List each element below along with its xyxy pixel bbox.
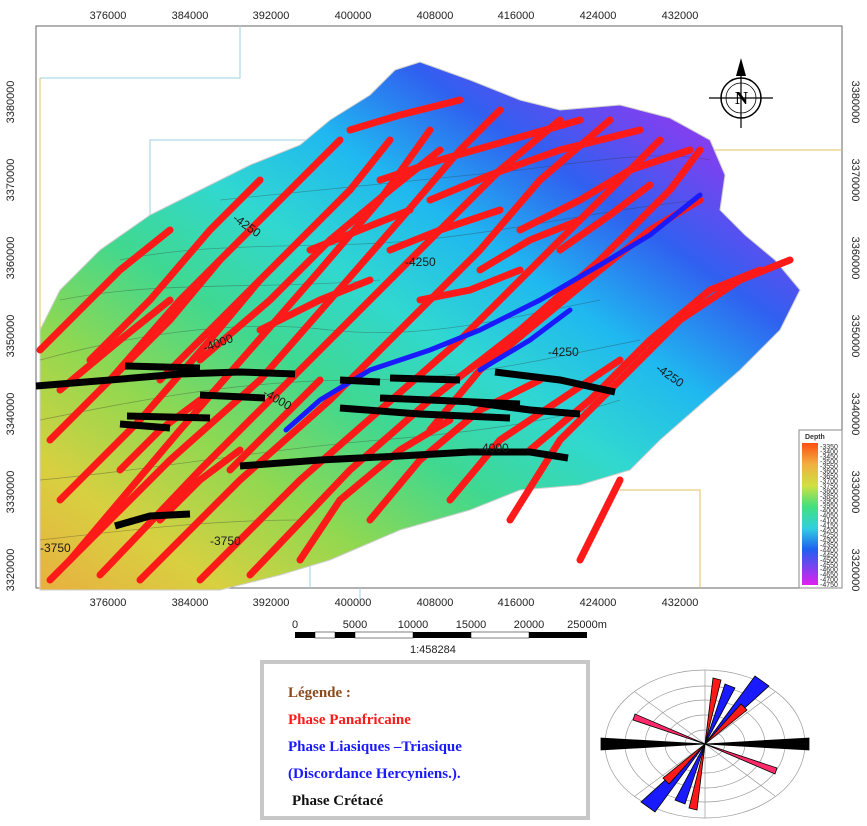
y-tick-label-left: 3370000 — [5, 159, 17, 202]
depth-legend-value: -3900 — [820, 498, 838, 505]
rose-petal-panafricaine — [704, 743, 778, 775]
x-tick-label-bottom: 384000 — [172, 597, 209, 609]
liasique-faults — [283, 192, 703, 433]
rose-petal-cretace — [600, 737, 706, 751]
x-tick-label-top: 376000 — [90, 10, 127, 22]
legend-liasique: Phase Liasiques –Triasique — [288, 739, 462, 755]
rose-petal-cretace — [704, 737, 810, 751]
depth-legend-value: -4600 — [820, 567, 838, 574]
depth-color-ramp — [802, 443, 818, 585]
scale-label: 15000 — [456, 619, 487, 631]
depth-legend-value: -3750 — [820, 483, 838, 490]
x-tick-label-bottom: 376000 — [90, 597, 127, 609]
structural-map: -4250 -4000 -3750 -4250 -4250 -4250 -400… — [5, 10, 861, 656]
y-tick-label-left: 3360000 — [5, 237, 17, 280]
contour-label: -4250 — [548, 345, 579, 359]
depth-legend-value: -3800 — [820, 488, 838, 495]
depth-legend-value: -3450 — [820, 454, 838, 461]
depth-legend-value: -3650 — [820, 474, 838, 481]
depth-legend-value: -4250 — [820, 533, 838, 540]
scale-bar: 0 5000 10000 15000 20000 25000m 1:458284 — [292, 619, 607, 656]
scale-label: 0 — [292, 619, 298, 631]
rose-petal-panafricaine — [662, 743, 706, 785]
depth-legend-value: -4300 — [820, 538, 838, 545]
y-tick-label-right: 3340000 — [849, 393, 861, 436]
y-tick-label-right: 3380000 — [849, 81, 861, 124]
depth-legend-value: -4450 — [820, 552, 838, 559]
depth-legend-value: -3350 — [820, 444, 838, 451]
y-tick-label-right: 3320000 — [849, 549, 861, 592]
depth-legend-value: -4700 — [820, 577, 838, 584]
depth-legend-value: -4150 — [820, 523, 838, 530]
scale-label: 25000m — [567, 619, 607, 631]
rose-petal-panafricaine — [688, 743, 706, 811]
north-letter: N — [735, 88, 748, 108]
depth-legend-value: -3400 — [820, 449, 838, 456]
x-tick-label-top: 392000 — [253, 10, 290, 22]
legend-cretace: Phase Crétacé — [292, 793, 384, 809]
x-tick-label-bottom: 432000 — [662, 597, 699, 609]
rose-petal-panafricaine — [632, 713, 706, 745]
depth-legend-value: -4750 — [820, 582, 838, 589]
depth-legend-title: Depth — [805, 434, 825, 441]
legend-title: Légende : — [288, 685, 351, 701]
y-tick-label-left: 3380000 — [5, 81, 17, 124]
scale-ratio: 1:458284 — [410, 644, 456, 656]
depth-legend-value: -3500 — [820, 459, 838, 466]
depth-legend-value: -4000 — [820, 508, 838, 515]
x-tick-label-top: 432000 — [662, 10, 699, 22]
depth-legend-value: -4400 — [820, 548, 838, 555]
legend-liasique-note: (Discordance Hercyniens.). — [288, 766, 461, 782]
scale-label: 5000 — [343, 619, 367, 631]
rose-petal-panafricaine — [704, 703, 748, 745]
x-tick-label-top: 424000 — [580, 10, 617, 22]
x-tick-label-bottom: 424000 — [580, 597, 617, 609]
depth-legend-value: -3950 — [820, 503, 838, 510]
rose-petal-liasique — [674, 743, 706, 805]
x-tick-label-top: 416000 — [498, 10, 535, 22]
x-tick-label-bottom: 392000 — [253, 597, 290, 609]
x-tick-label-top: 400000 — [335, 10, 372, 22]
x-tick-label-bottom: 400000 — [335, 597, 372, 609]
x-tick-label-bottom: 416000 — [498, 597, 535, 609]
depth-legend-value: -3600 — [820, 469, 838, 476]
contour-label: -4000 — [478, 441, 509, 455]
y-tick-label-right: 3370000 — [849, 159, 861, 202]
depth-legend-value: -4550 — [820, 562, 838, 569]
rose-petal-liasique — [704, 683, 736, 745]
contour-label: -3750 — [210, 534, 241, 548]
depth-legend-value: -3550 — [820, 464, 838, 471]
y-tick-label-left: 3350000 — [5, 315, 17, 358]
depth-legend: Depth -3350-3400-3450-3500-3550-3600-365… — [798, 429, 843, 589]
scale-label: 10000 — [398, 619, 429, 631]
rose-petal-panafricaine — [704, 677, 722, 745]
depth-legend-value: -3700 — [820, 479, 838, 486]
y-tick-label-right: 3330000 — [849, 471, 861, 514]
depth-legend-value: -4100 — [820, 518, 838, 525]
depth-legend-value: -4350 — [820, 543, 838, 550]
depth-legend-value: -4500 — [820, 557, 838, 564]
cretace-faults — [35, 362, 616, 530]
x-tick-label-top: 384000 — [172, 10, 209, 22]
depth-legend-value: -4200 — [820, 528, 838, 535]
legend-box: Légende : Phase Panafricaine Phase Liasi… — [260, 660, 590, 820]
depth-legend-value: -3850 — [820, 493, 838, 500]
y-tick-label-right: 3350000 — [849, 315, 861, 358]
scale-label: 20000 — [514, 619, 545, 631]
depth-legend-value: -4650 — [820, 572, 838, 579]
y-tick-label-left: 3320000 — [5, 549, 17, 592]
rose-diagram — [596, 666, 814, 822]
y-tick-label-right: 3360000 — [849, 237, 861, 280]
compass-north-arrow-icon: N — [709, 58, 773, 128]
contour-label: -3750 — [40, 541, 71, 555]
depth-legend-value: -4050 — [820, 513, 838, 520]
legend-panafricaine: Phase Panafricaine — [288, 712, 411, 728]
y-tick-label-left: 3340000 — [5, 393, 17, 436]
panafricaine-faults — [36, 96, 794, 584]
x-tick-label-top: 408000 — [417, 10, 454, 22]
y-tick-label-left: 3330000 — [5, 471, 17, 514]
contour-label: -4250 — [405, 255, 436, 269]
x-tick-label-bottom: 408000 — [417, 597, 454, 609]
